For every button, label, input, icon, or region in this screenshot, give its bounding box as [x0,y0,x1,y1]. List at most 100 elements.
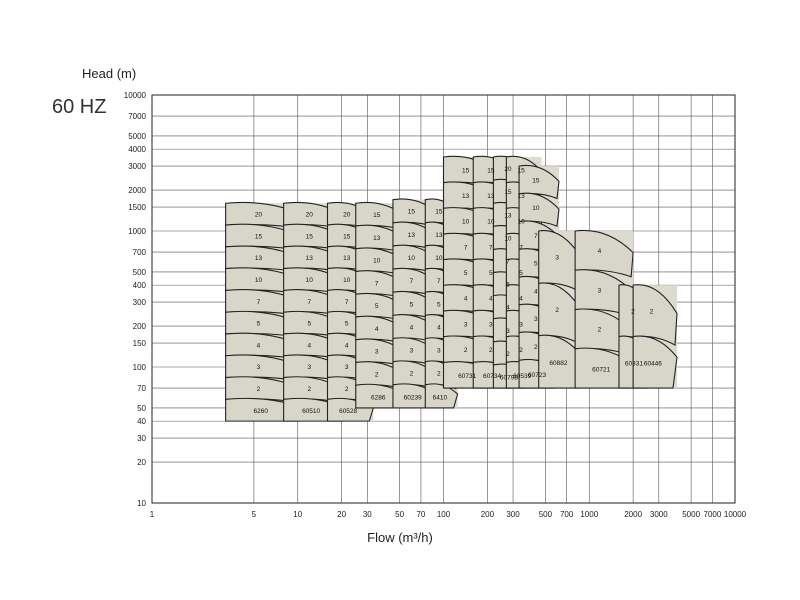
stage-label: 4 [307,342,311,349]
stage-label: 5 [437,301,441,308]
stage-label: 5 [410,301,414,308]
stage-label: 2 [410,371,414,378]
y-tick-label: 70 [137,384,146,393]
stage-label: 15 [504,189,512,196]
y-tick-label: 700 [133,248,147,257]
stage-label: 7 [534,233,538,240]
stage-label: 13 [343,255,351,262]
stage-label: 15 [462,167,470,174]
y-tick-label: 150 [133,339,147,348]
stage-label: 5 [257,321,261,328]
x-tick-label: 50 [395,510,404,519]
stage-label: 7 [257,299,261,306]
band-labels: 20 15 13 10 7 5 4 3 2 6260 20 15 13 10 7 5 4 3 2 60510 20 15 1… [254,166,663,415]
stage-label: 7 [519,244,523,251]
stage-label: 3 [257,364,261,371]
stage-label: 3 [464,321,468,328]
stage-label: 4 [375,326,379,333]
stage-label: 10 [532,205,540,212]
stage-label: 10 [306,277,314,284]
frequency-label: 60 HZ [52,96,107,118]
stage-label: 20 [343,212,351,219]
stage-label: 5 [534,261,538,268]
stage-label: 10 [504,235,512,242]
y-tick-label: 200 [133,322,147,331]
y-tick-label: 10 [137,499,146,508]
y-tick-label: 2000 [128,186,146,195]
stage-label: 10 [408,255,416,262]
stage-label: 5 [464,270,468,277]
model-label: 6260 [254,408,269,415]
stage-label: 15 [408,209,416,216]
stage-label: 5 [506,282,510,289]
stage-label: 10 [373,258,381,265]
stage-label: 13 [255,255,263,262]
model-label: 60734 [483,373,501,380]
stage-label: 10 [343,277,351,284]
stage-label: 13 [408,232,416,239]
model-label: 60721 [592,366,610,373]
model-band [632,335,678,389]
stage-label: 13 [504,212,512,219]
y-tick-label: 30 [137,434,146,443]
x-axis-label-text: Flow (m³/h) [367,530,433,545]
x-tick-label: 2000 [624,510,642,519]
stage-label: 20 [255,212,263,219]
stage-label: 2 [650,308,654,315]
stage-label: 13 [517,193,525,200]
x-tick-labels: 1 5 10 20 30 50 70 100 200 300 500 700 1000 2000 3000 5… [150,510,747,519]
stage-label: 13 [373,235,381,242]
stage-label: 3 [555,255,559,262]
stage-label: 4 [345,342,349,349]
stage-label: 10 [487,219,495,226]
stage-label: 20 [306,212,314,219]
stage-label: 3 [534,316,538,323]
y-axis-label: Head (m) [82,66,137,81]
stage-label: 13 [306,255,314,262]
stage-label: 2 [307,386,311,393]
stage-label: 20 [504,166,512,173]
stage-label: 4 [519,296,523,303]
stage-label: 15 [532,177,540,184]
stage-label: 2 [437,371,441,378]
model-label: 6286 [371,395,386,402]
stage-label: 15 [487,167,495,174]
model-label: 60798 [500,375,518,382]
y-tick-label: 400 [133,281,147,290]
plot-frame [151,94,736,504]
stage-label: 10 [255,277,263,284]
stage-label: 7 [307,299,311,306]
stage-label: 15 [435,209,443,216]
y-tick-label: 7000 [128,112,146,121]
model-label: 60446 [644,360,662,367]
stage-label: 15 [306,233,314,240]
stage-label: 7 [345,299,349,306]
stage-label: 7 [464,244,468,251]
stage-label: 3 [375,349,379,356]
stage-label: 5 [345,321,349,328]
stage-label: 2 [489,347,493,354]
stage-label: 2 [534,344,538,351]
x-tick-label: 5000 [682,510,700,519]
x-tick-label: 300 [506,510,520,519]
stage-label: 2 [464,347,468,354]
x-tick-label: 10 [293,510,302,519]
y-tick-label: 20 [137,458,146,467]
stage-label: 2 [375,371,379,378]
stage-label: 5 [307,321,311,328]
stage-label: 7 [375,280,379,287]
model-label: 60882 [549,360,567,367]
model-label: 60539 [513,373,531,380]
x-tick-label: 30 [363,510,372,519]
model-label: 60510 [302,408,320,415]
stage-label: 10 [462,219,470,226]
model-label: 60528 [339,408,357,415]
stage-bands [225,155,678,422]
x-tick-label: 10000 [724,510,747,519]
stage-label: 3 [489,321,493,328]
stage-label: 15 [255,233,263,240]
stage-label: 4 [598,248,602,255]
stage-label: 5 [489,270,493,277]
x-tick-label: 100 [437,510,451,519]
x-axis-label: Flow (m³/h) [0,530,800,545]
